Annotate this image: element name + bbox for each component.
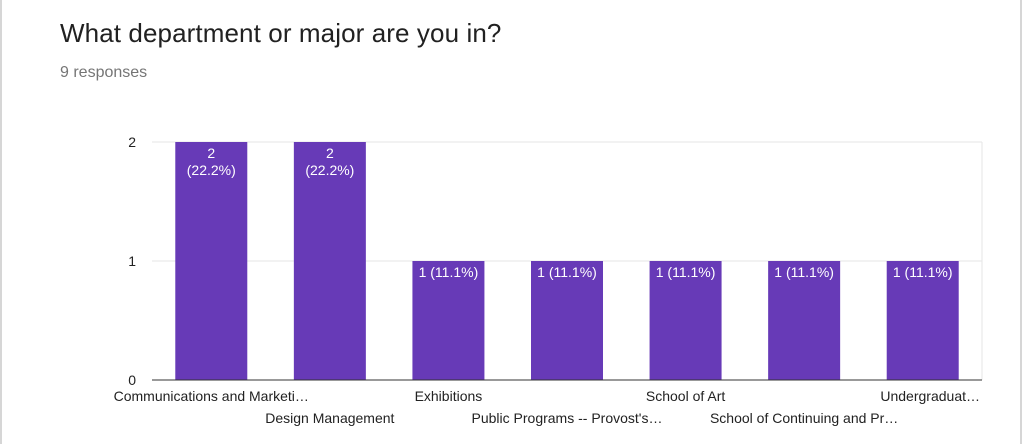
- x-tick-label: Exhibitions: [415, 388, 483, 404]
- data-label: 2: [207, 145, 215, 161]
- data-label: 2: [326, 145, 334, 161]
- data-label: 1 (11.1%): [419, 264, 479, 280]
- x-tick-label: School of Continuing and Pr…: [710, 410, 898, 426]
- bar: [768, 261, 841, 380]
- bar: [293, 142, 366, 380]
- x-tick-label: Design Management: [265, 410, 394, 426]
- y-tick-label: 1: [128, 253, 136, 269]
- data-label: 1 (11.1%): [537, 264, 597, 280]
- bar: [649, 261, 722, 380]
- question-title: What department or major are you in?: [60, 18, 502, 48]
- bar: [412, 261, 485, 380]
- y-tick-label: 2: [128, 134, 136, 150]
- data-label: (22.2%): [187, 162, 236, 178]
- data-label: 1 (11.1%): [774, 264, 834, 280]
- data-label: (22.2%): [305, 162, 354, 178]
- y-tick-label: 0: [128, 372, 136, 388]
- data-label: 1 (11.1%): [656, 264, 716, 280]
- data-label: 1 (11.1%): [893, 264, 953, 280]
- bar: [886, 261, 959, 380]
- x-tick-label: Public Programs -- Provost's…: [472, 410, 663, 426]
- response-count: 9 responses: [60, 64, 148, 81]
- x-tick-label: Communications and Marketi…: [114, 388, 309, 404]
- bar: [175, 142, 248, 380]
- x-tick-label: Undergraduat…: [880, 388, 980, 404]
- x-tick-label: School of Art: [646, 388, 725, 404]
- bar: [531, 261, 603, 380]
